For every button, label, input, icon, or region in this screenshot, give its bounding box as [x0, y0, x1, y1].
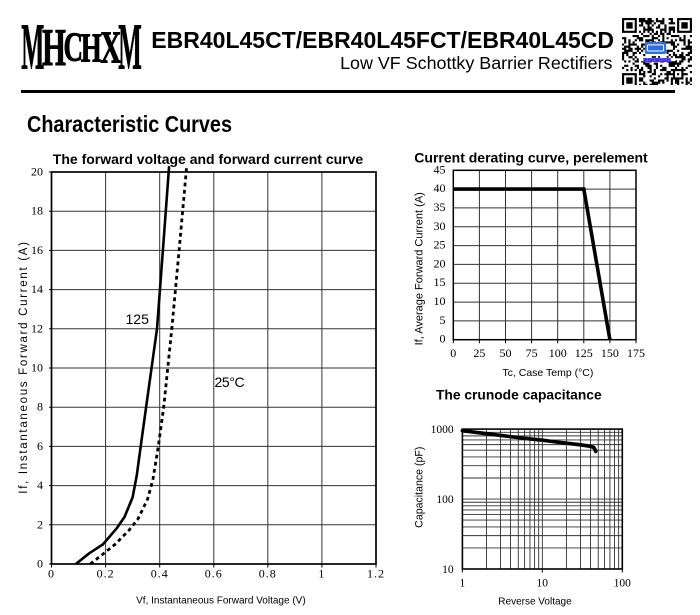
svg-text:175: 175 [627, 346, 645, 360]
svg-text:35: 35 [434, 200, 446, 214]
svg-text:C: C [64, 23, 84, 69]
svg-text:4: 4 [37, 478, 43, 492]
svg-text:20: 20 [434, 256, 446, 270]
svg-text:18: 18 [31, 204, 43, 218]
svg-text:10: 10 [442, 564, 454, 576]
svg-text:Current derating curve, perele: Current derating curve, perelement [414, 150, 648, 166]
svg-text:M: M [118, 22, 142, 77]
svg-text:If, Average Forward Current (A: If, Average Forward Current (A) [414, 192, 426, 345]
svg-text:50: 50 [500, 346, 512, 360]
svg-text:40: 40 [434, 181, 446, 195]
svg-text:████████████: ████████████ [643, 58, 671, 62]
svg-text:100: 100 [549, 346, 567, 360]
svg-text:Capacitance (pF): Capacitance (pF) [414, 447, 426, 528]
svg-text:150: 150 [601, 346, 619, 360]
svg-text:6: 6 [37, 439, 43, 453]
svg-text:0.6: 0.6 [205, 567, 223, 581]
svg-text:5: 5 [440, 313, 446, 327]
svg-text:Reverse Voltage: Reverse Voltage [498, 597, 572, 608]
svg-text:30: 30 [434, 219, 446, 233]
svg-text:0: 0 [440, 332, 446, 346]
svg-text:The crunode capacitance: The crunode capacitance [436, 388, 602, 403]
svg-text:75: 75 [526, 346, 538, 360]
svg-text:2: 2 [37, 517, 43, 531]
svg-text:14: 14 [31, 282, 43, 296]
svg-text:10: 10 [31, 361, 43, 375]
svg-text:8: 8 [37, 400, 43, 414]
svg-text:1: 1 [460, 577, 466, 589]
svg-text:12: 12 [31, 321, 43, 335]
svg-text:45: 45 [434, 162, 446, 176]
svg-text:100: 100 [614, 577, 632, 589]
svg-text:20: 20 [31, 165, 43, 179]
svg-text:X: X [100, 22, 121, 72]
svg-text:15: 15 [434, 275, 446, 289]
svg-text:If, Instantaneous Forward Curr: If, Instantaneous Forward Current (A) [18, 240, 30, 493]
svg-text:10: 10 [537, 577, 549, 589]
svg-text:0.4: 0.4 [151, 567, 169, 581]
svg-text:0: 0 [450, 346, 456, 360]
svg-text:0.2: 0.2 [97, 567, 115, 581]
svg-text:16: 16 [31, 243, 43, 257]
svg-text:10: 10 [434, 294, 446, 308]
svg-text:1: 1 [318, 567, 325, 581]
svg-text:25: 25 [473, 346, 485, 360]
svg-text:The forward voltage and forwar: The forward voltage and forward current … [53, 151, 364, 167]
svg-text:1000: 1000 [431, 424, 454, 436]
svg-text:0: 0 [37, 557, 43, 571]
svg-text:M: M [21, 22, 44, 77]
svg-text:25: 25 [434, 238, 446, 252]
svg-text:25°C: 25°C [215, 374, 245, 390]
svg-text:Vf, Instantaneous Forward Volt: Vf, Instantaneous Forward Voltage (V) [136, 596, 306, 607]
svg-text:100: 100 [436, 494, 454, 506]
svg-text:125: 125 [575, 346, 593, 360]
svg-text:H: H [42, 22, 66, 77]
svg-text:0.8: 0.8 [259, 567, 277, 581]
svg-text:H: H [81, 24, 102, 70]
svg-text:125: 125 [126, 311, 150, 327]
svg-text:0: 0 [48, 567, 55, 581]
svg-text:1.2: 1.2 [367, 567, 385, 581]
svg-text:Tc, Case Temp (°C): Tc, Case Temp (°C) [502, 367, 593, 379]
